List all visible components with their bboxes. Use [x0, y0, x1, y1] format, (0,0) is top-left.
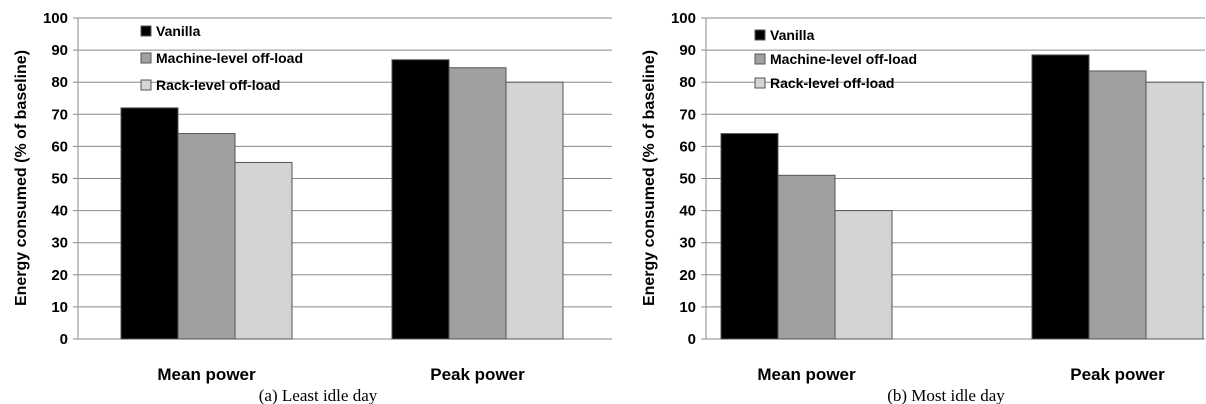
legend-label-vanilla: Vanilla	[770, 27, 815, 43]
y-tick-label: 80	[679, 74, 696, 91]
bar-vanilla-peak-power	[391, 59, 450, 340]
x-category-label: Mean power	[757, 365, 856, 384]
y-tick-label: 10	[51, 299, 68, 316]
y-tick-label: 40	[679, 203, 696, 220]
legend-label-rack-level-off-load: Rack-level off-load	[156, 77, 280, 93]
y-tick-label: 90	[51, 42, 68, 59]
bar-rack-level-off-load-peak-power	[1145, 81, 1204, 340]
bar-machine-level-off-load-mean-power	[777, 174, 836, 340]
y-tick-label: 0	[688, 331, 696, 348]
y-tick-label: 60	[51, 138, 68, 155]
y-tick-label: 20	[51, 267, 68, 284]
y-axis-label: Energy consumed (% of baseline)	[13, 50, 30, 306]
bar-machine-level-off-load-peak-power	[448, 67, 507, 340]
chart-caption: (b) Most idle day	[887, 386, 1005, 404]
bar-machine-level-off-load-mean-power	[177, 133, 236, 340]
y-tick-label: 0	[60, 331, 68, 348]
bar-vanilla-mean-power	[720, 133, 779, 340]
legend-swatch-vanilla	[754, 29, 766, 41]
y-tick-label: 100	[671, 10, 696, 27]
chart-caption: (a) Least idle day	[259, 386, 378, 404]
legend-swatch-rack-level-off-load	[754, 77, 766, 89]
y-tick-label: 80	[51, 74, 68, 91]
y-tick-label: 100	[43, 10, 68, 27]
legend-swatch-vanilla	[140, 25, 152, 37]
y-tick-label: 30	[51, 235, 68, 252]
bar-vanilla-peak-power	[1031, 54, 1090, 340]
legend-swatch-machine-level-off-load	[140, 52, 152, 64]
chart-least-idle-day: Energy consumed (% of baseline) (a) Leas…	[13, 10, 612, 404]
legend-label-rack-level-off-load: Rack-level off-load	[770, 75, 894, 91]
y-tick-label: 90	[679, 42, 696, 59]
bar-rack-level-off-load-peak-power	[505, 81, 564, 340]
y-tick-label: 40	[51, 203, 68, 220]
y-tick-label: 10	[679, 299, 696, 316]
y-tick-label: 70	[679, 106, 696, 123]
legend-swatch-machine-level-off-load	[754, 53, 766, 65]
legend-swatch-rack-level-off-load	[140, 79, 152, 91]
legend-label-vanilla: Vanilla	[156, 23, 201, 39]
y-tick-label: 70	[51, 106, 68, 123]
bar-vanilla-mean-power	[120, 107, 179, 340]
legend-label-machine-level-off-load: Machine-level off-load	[156, 50, 303, 66]
y-tick-label: 50	[679, 171, 696, 188]
bar-rack-level-off-load-mean-power	[234, 161, 293, 340]
chart-most-idle-day: Energy consumed (% of baseline) (b) Most…	[641, 10, 1205, 404]
y-tick-label: 30	[679, 235, 696, 252]
y-tick-label: 50	[51, 171, 68, 188]
y-axis-label: Energy consumed (% of baseline)	[641, 50, 658, 306]
legend: Vanilla Machine-level off-load Rack-level …	[140, 23, 303, 93]
legend-label-machine-level-off-load: Machine-level off-load	[770, 51, 917, 67]
y-tick-label: 20	[679, 267, 696, 284]
y-tick-label: 60	[679, 138, 696, 155]
x-category-label: Mean power	[157, 365, 256, 384]
x-category-label: Peak power	[430, 365, 525, 384]
bar-machine-level-off-load-peak-power	[1088, 70, 1147, 340]
legend: Vanilla Machine-level off-load Rack-level …	[754, 27, 917, 91]
x-category-label: Peak power	[1070, 365, 1165, 384]
bar-rack-level-off-load-mean-power	[834, 210, 893, 340]
